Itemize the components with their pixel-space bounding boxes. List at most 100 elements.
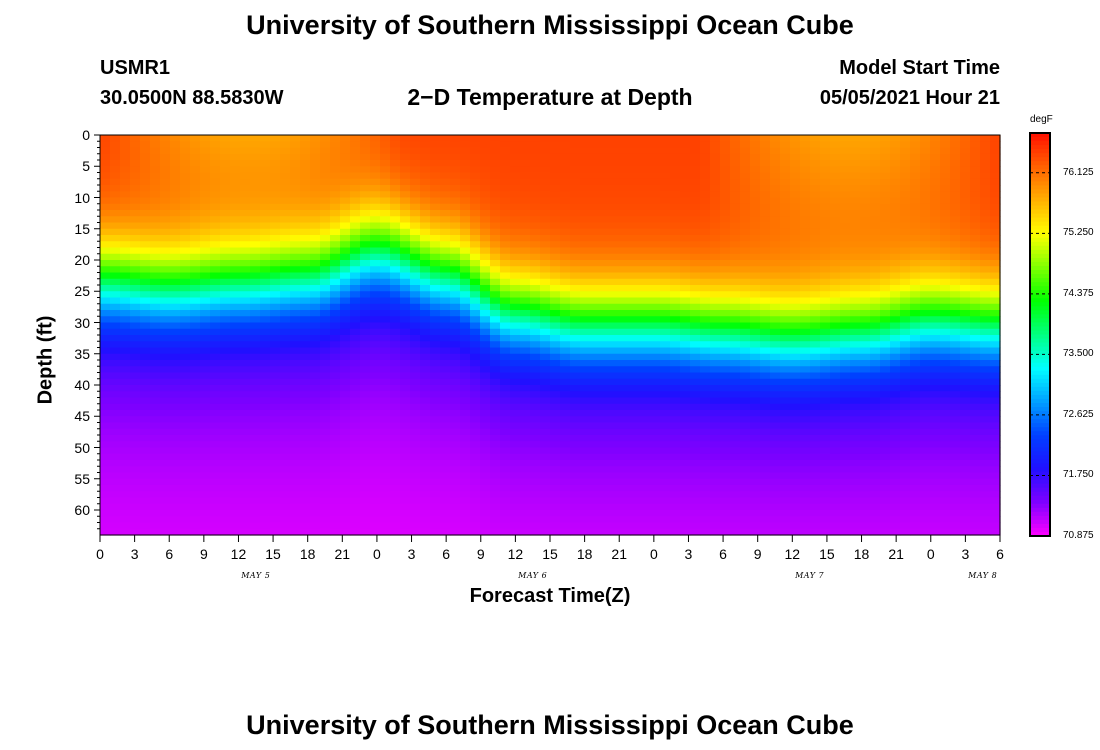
heatmap-cell [780, 453, 791, 461]
heatmap-cell [580, 135, 591, 142]
heatmap-cell [800, 528, 811, 536]
heatmap-cell [870, 222, 881, 230]
heatmap-cell [690, 410, 701, 417]
heatmap-cell [130, 341, 141, 349]
heatmap-cell [480, 241, 491, 249]
heatmap-cell [550, 197, 561, 205]
heatmap-cell [170, 203, 181, 211]
heatmap-cell [620, 222, 631, 230]
heatmap-cell [380, 285, 391, 292]
heatmap-cell [140, 222, 151, 230]
heatmap-cell [140, 472, 151, 480]
heatmap-cell [570, 285, 581, 292]
heatmap-cell [170, 310, 181, 317]
heatmap-cell [520, 397, 531, 405]
heatmap-cell [800, 403, 811, 411]
heatmap-cell [590, 353, 601, 361]
heatmap-cell [550, 522, 561, 530]
heatmap-cell [250, 303, 261, 311]
heatmap-cell [480, 497, 491, 505]
heatmap-cell [690, 210, 701, 217]
heatmap-cell [280, 403, 291, 411]
heatmap-cell [360, 147, 371, 155]
heatmap-cell [540, 410, 551, 417]
heatmap-cell [790, 172, 801, 180]
heatmap-cell [770, 166, 781, 174]
heatmap-cell [250, 422, 261, 430]
heatmap-cell [660, 141, 671, 149]
heatmap-cell [150, 410, 161, 417]
heatmap-cell [680, 447, 691, 455]
heatmap-cell [120, 135, 131, 142]
heatmap-cell [830, 510, 841, 517]
heatmap-cell [620, 141, 631, 149]
heatmap-cell [810, 272, 821, 280]
heatmap-cell [710, 472, 721, 480]
heatmap-cell [200, 160, 211, 167]
heatmap-cell [290, 166, 301, 174]
heatmap-cell [410, 172, 421, 180]
heatmap-cell [110, 441, 121, 449]
heatmap-cell [270, 416, 281, 424]
heatmap-cell [850, 216, 861, 224]
heatmap-cell [370, 528, 381, 536]
heatmap-cell [830, 472, 841, 480]
heatmap-cell [710, 291, 721, 299]
heatmap-cell [270, 453, 281, 461]
heatmap-cell [570, 485, 581, 492]
heatmap-cell [190, 285, 201, 292]
heatmap-cell [720, 147, 731, 155]
heatmap-cell [760, 185, 771, 192]
heatmap-cell [840, 291, 851, 299]
heatmap-cell [110, 316, 121, 324]
heatmap-cell [220, 466, 231, 474]
heatmap-cell [350, 410, 361, 417]
heatmap-cell [180, 416, 191, 424]
heatmap-cell [440, 322, 451, 330]
heatmap-cell [260, 328, 271, 336]
heatmap-cell [110, 478, 121, 486]
heatmap-cell [160, 353, 171, 361]
heatmap-cell [130, 235, 141, 242]
heatmap-cell [510, 228, 521, 236]
heatmap-cell [680, 428, 691, 436]
heatmap-cell [790, 385, 801, 392]
heatmap-cell [260, 241, 271, 249]
heatmap-cell [400, 216, 411, 224]
heatmap-cell [170, 153, 181, 161]
heatmap-cell [720, 278, 731, 286]
heatmap-cell [100, 278, 111, 286]
heatmap-cell [610, 441, 621, 449]
heatmap-cell [330, 222, 341, 230]
heatmap-cell [370, 191, 381, 199]
heatmap-cell [200, 510, 211, 517]
heatmap-cell [380, 472, 391, 480]
heatmap-cell [870, 341, 881, 349]
heatmap-cell [820, 485, 831, 492]
heatmap-cell [570, 391, 581, 399]
heatmap-cell [340, 360, 351, 367]
heatmap-cell [610, 522, 621, 530]
heatmap-cell [530, 285, 541, 292]
heatmap-cell [750, 135, 761, 142]
heatmap-cell [190, 360, 201, 367]
heatmap-cell [390, 228, 401, 236]
heatmap-cell [120, 147, 131, 155]
heatmap-cell [220, 153, 231, 161]
heatmap-cell [860, 497, 871, 505]
heatmap-cell [780, 328, 791, 336]
heatmap-cell [850, 260, 861, 267]
heatmap-cell [690, 353, 701, 361]
heatmap-cell [550, 466, 561, 474]
heatmap-cell [210, 416, 221, 424]
heatmap-cell [210, 422, 221, 430]
heatmap-cell [240, 160, 251, 167]
heatmap-cell [850, 366, 861, 374]
heatmap-cell [860, 178, 871, 186]
heatmap-cell [840, 428, 851, 436]
heatmap-cell [810, 422, 821, 430]
heatmap-cell [480, 172, 491, 180]
heatmap-cell [780, 516, 791, 524]
heatmap-cell [410, 328, 421, 336]
heatmap-cell [370, 166, 381, 174]
